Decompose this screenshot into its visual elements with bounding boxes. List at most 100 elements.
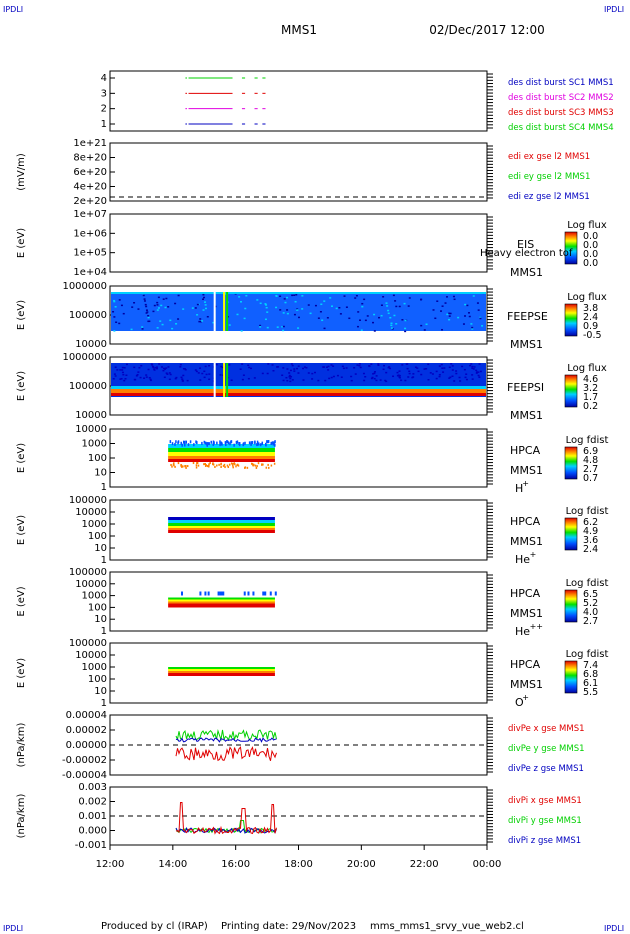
spectrogram-cell [274,591,277,596]
spectrogram-cell [471,326,474,329]
spectrogram-cell [427,379,430,381]
spectrogram-cell [420,324,423,327]
spectrogram-cell [463,368,466,371]
spectrogram-cell [364,376,367,378]
spectrogram-cell [297,365,300,367]
spectrogram-cell [291,294,294,297]
colorbar-tick-label: 0.9 [583,321,598,332]
spectrogram-cell [435,370,438,373]
spectrogram-cell [390,327,393,329]
spectrogram-cell [330,376,333,379]
spectrogram-cell [252,591,255,596]
y-axis-label: E (eV) [16,515,27,545]
spectrogram-cell [285,376,288,379]
spectrogram-cell [161,366,164,368]
spectrogram-cell [151,365,154,368]
spectrogram-cell [330,305,333,307]
spectrogram-cell [370,377,373,380]
spectrogram-cell [168,372,171,374]
spectrogram-cell [438,375,441,378]
spectrogram-cell [196,441,198,445]
spectrogram-cell [373,330,376,332]
spectrogram-cell [219,591,222,596]
spectrogram-cell [143,300,146,302]
colorbar-title: Log fdist [566,578,609,589]
spectrogram-cell [293,294,296,296]
spectrogram-cell [321,319,324,322]
spectrogram-cell [332,365,335,367]
spectrogram-cell [423,329,426,331]
spectrogram-cell [212,463,215,466]
spectrogram-cell [156,327,159,329]
spectrogram-cell [155,367,158,370]
instrument-name: HPCA [510,658,541,671]
y-tick-label: 100000 [69,567,107,578]
y-axis-label: E (eV) [16,658,27,688]
spectrogram-cell [238,296,241,298]
spectrogram-cell [185,440,188,444]
spectrogram-cell [195,370,198,373]
instrument-name: FEEPSE [507,310,548,323]
spectrogram-cell [464,315,467,317]
spectrogram-cell [473,366,476,368]
colorbar-tick-label: 4.8 [583,455,598,466]
spectrogram-cell [241,378,244,381]
spectrogram-cell [204,591,207,596]
spectrogram-cell [206,315,209,318]
panel-frame [109,571,488,632]
spectrogram-cell [177,462,180,465]
spectrogram-cell [355,294,358,297]
spectrogram-cell [366,315,369,317]
y-tick-label: 0.00000 [66,740,107,751]
spectrogram-cell [133,366,136,369]
spectrogram-cell [455,370,458,372]
spectrogram-cell [118,322,121,325]
spectrogram-band [168,448,275,452]
spectrogram-cell [181,378,184,380]
spectrogram-cell [398,376,401,379]
series-line [175,729,277,742]
y-tick-label: 1 [101,555,107,566]
spectrogram-cell [175,440,177,444]
spectrogram-cell [448,315,451,317]
spectrogram-cell [297,372,300,374]
spectrogram-cell [339,313,342,315]
spectrogram-band [168,444,275,448]
instrument-name: FEEPSI [507,381,544,394]
y-tick-label: 1e+21 [73,138,107,149]
spectrogram-cell [199,591,202,596]
spectrogram-cell [382,368,385,371]
spectrogram-cell [286,309,289,311]
spectrogram-cell [345,306,348,308]
spectrogram-cell [204,463,207,466]
spectrogram-cell [275,306,278,309]
legend-entry: divPi x gse MMS1 [508,796,582,806]
spectrogram-cell [124,377,127,380]
spectrogram-cell [225,443,227,447]
spectrogram-cell [382,296,385,298]
colorbar-title: Log fdist [566,649,609,660]
spectrogram-cell [216,441,218,445]
colorbar-tick-label: 7.4 [583,660,598,671]
colorbar-title: Log fdist [566,435,609,446]
spectrogram-cell [443,367,446,369]
spectrogram-cell [335,307,338,310]
spectrogram-cell [180,376,183,379]
spectrogram-cell [232,464,234,467]
spectrogram-cell [181,465,183,468]
spectrogram-cell [472,368,475,370]
spectrogram-cell [261,372,264,375]
spectrogram-cell [289,380,292,383]
spectrogram-cell [181,379,184,382]
spectrogram-cell [130,328,133,331]
spectrogram-gap [226,292,229,331]
spectrogram-cell [387,309,390,312]
spectrogram-cell [282,312,285,314]
legend-entry: divPe y gse MMS1 [508,744,585,754]
spectrogram-band [168,452,275,456]
spectrogram-cell [320,303,323,306]
spectrogram-cell [172,463,175,466]
spectrogram-cell [112,310,115,313]
spectrogram-cell [169,440,172,444]
spectrogram-cell [356,325,359,328]
